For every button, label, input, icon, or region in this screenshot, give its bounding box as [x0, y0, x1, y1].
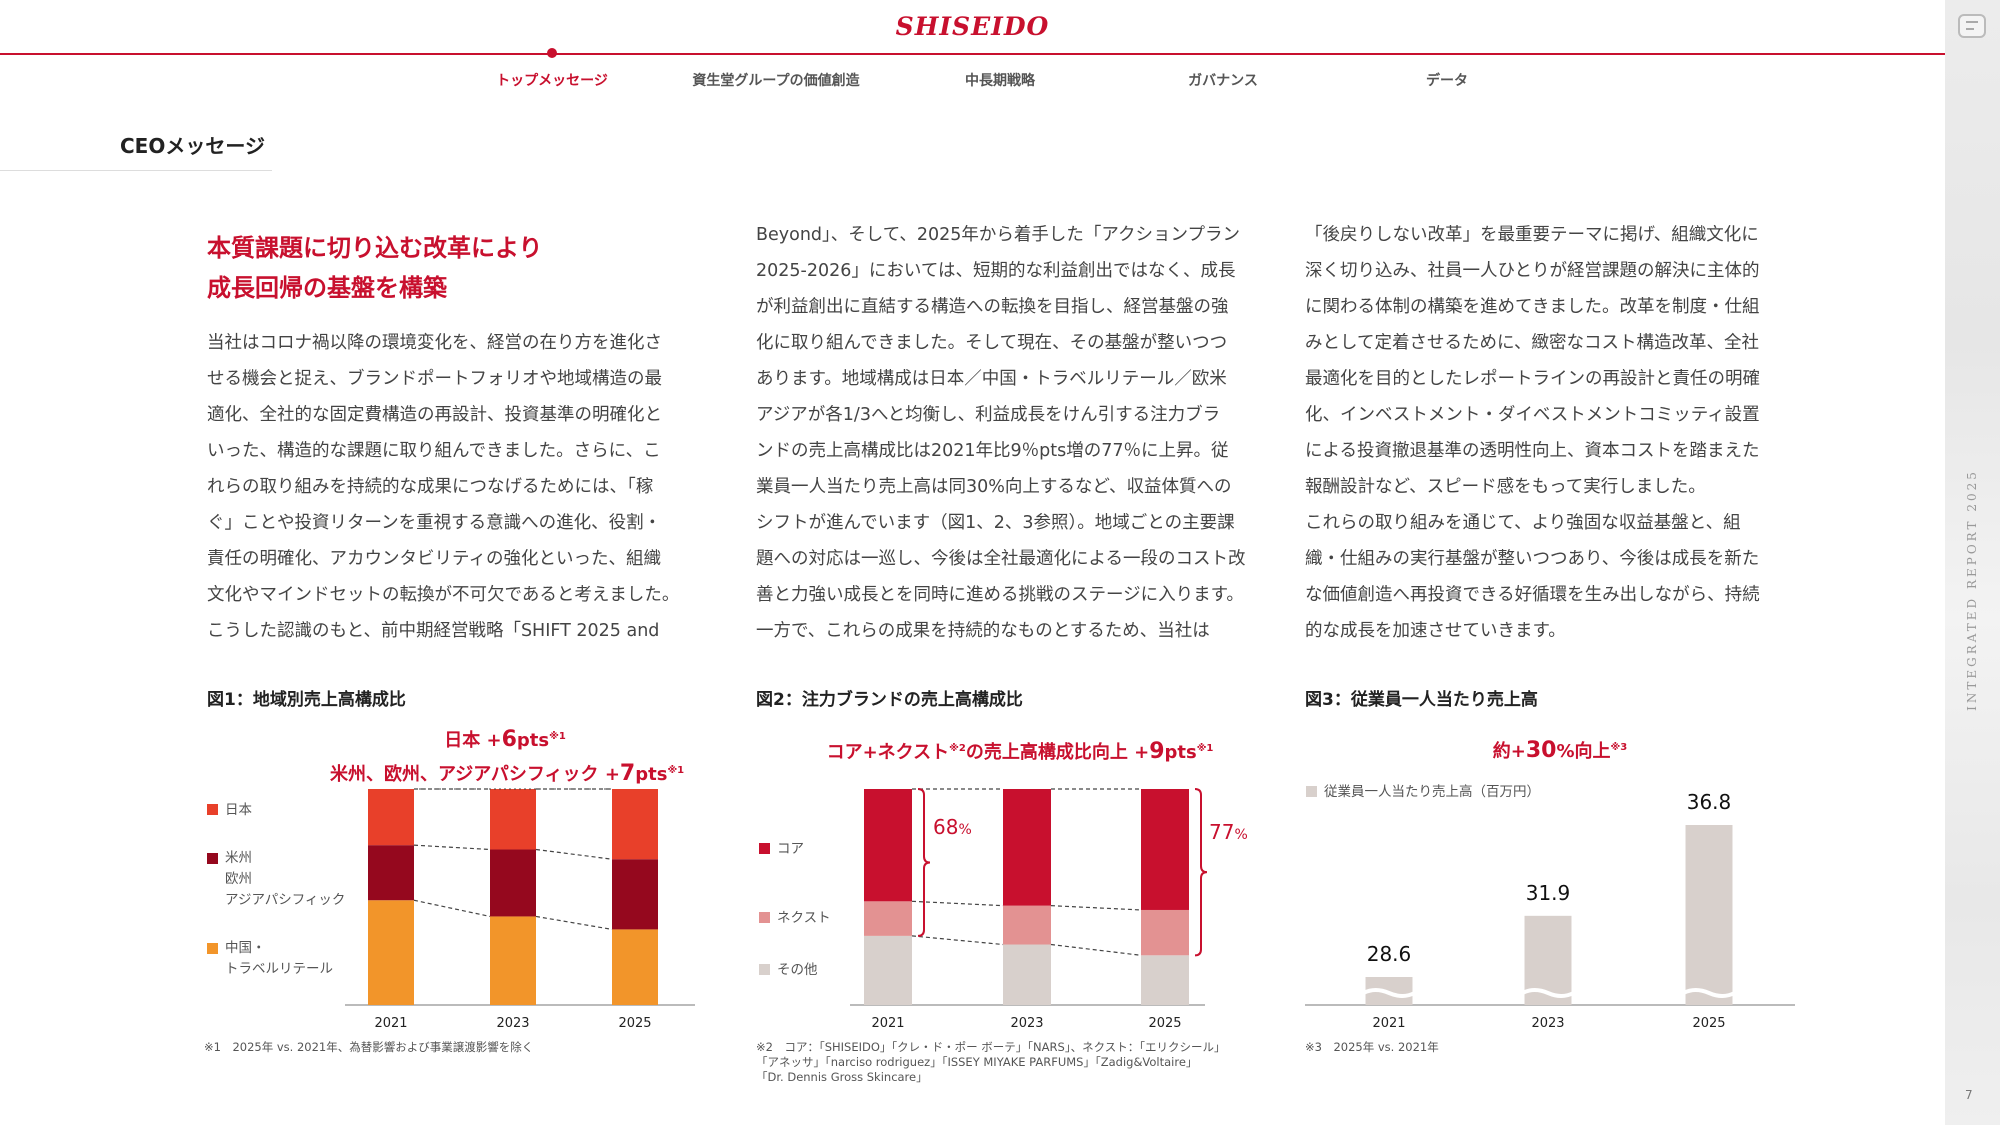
fig1-legend-americas-europe-apac: 米州 欧州 アジアパシフィック: [207, 848, 345, 911]
right-side-band: [1945, 0, 2000, 1125]
fig3-value-label-2023: 31.9: [1526, 881, 1571, 905]
fig2-title: 図2：注力ブランドの売上高構成比: [756, 690, 1023, 710]
fig1-callout: 日本 +6pts※1 米州、欧州、アジアパシフィック +7pts※1: [330, 727, 685, 786]
fig1-bar-2021-s0: [368, 900, 414, 1005]
fig3-xtick-2023: 2023: [1531, 1016, 1564, 1031]
fig2-2021-focus-share-label: 68%: [933, 815, 972, 839]
section-divider: [0, 170, 272, 171]
fig2-xtick-2023: 2023: [1010, 1016, 1043, 1031]
fig2-bar-2025-s2: [1141, 789, 1189, 910]
fig1-connector: [413, 899, 491, 918]
fig2-footnote: ※2 コア：「SHISEIDO」「クレ・ド・ポー ボーテ」「NARS」、ネクスト…: [756, 1040, 1226, 1084]
fig1-bar-2025-s1: [612, 859, 658, 930]
legend-swatch: [759, 912, 770, 923]
fig1-bar-2023-s2: [490, 789, 536, 850]
fig1-connector: [413, 844, 491, 851]
fig3-axis-break-2025: [1682, 988, 1736, 998]
fig1-legend-japan: 日本: [207, 800, 252, 821]
fig3-bar-2025: [1685, 825, 1733, 1005]
fig2-2025-focus-share-label: 77%: [1209, 820, 1248, 844]
shiseido-logo[interactable]: SHISEIDO: [895, 12, 1050, 41]
fig2-xtick-2025: 2025: [1148, 1016, 1181, 1031]
fig3-footnote: ※3 2025年 vs. 2021年: [1305, 1040, 1439, 1054]
active-nav-indicator: [547, 48, 557, 58]
fig2-connector: [1050, 943, 1142, 956]
fig1-connector: [535, 848, 613, 860]
header-divider: [0, 53, 1945, 55]
fig2-connector: [1050, 905, 1142, 911]
fig2-bar-2025-s0: [1141, 955, 1189, 1005]
fig2-bar-2021-s0: [864, 935, 912, 1005]
nav-top-message[interactable]: トップメッセージ: [496, 73, 608, 89]
nav-governance[interactable]: ガバナンス: [1188, 73, 1258, 89]
fig2-connector: [911, 935, 1004, 946]
legend-swatch: [759, 964, 770, 975]
fig3-value-label-2021: 28.6: [1367, 942, 1412, 966]
fig3-axis-break-2023: [1521, 988, 1575, 998]
fig1-xtick-2023: 2023: [496, 1016, 529, 1031]
nav-mid-long-term-strategy[interactable]: 中長期戦略: [965, 73, 1035, 89]
fig2-bar-2023-s1: [1003, 905, 1051, 945]
legend-swatch: [207, 804, 218, 815]
fig2-legend-next: ネクスト: [759, 908, 831, 929]
body-column-2: Beyond」、そして、2025年から着手した「アクションプラン 2025-202…: [756, 225, 1246, 641]
fig3-callout: 約+30%向上※3: [1492, 738, 1628, 763]
legend-swatch: [759, 843, 770, 854]
fig1-bar-2025-s2: [612, 789, 658, 860]
fig2-bar-2025-s1: [1141, 909, 1189, 956]
fig3-value-label-2025: 36.8: [1687, 790, 1732, 814]
nav-value-creation[interactable]: 資生堂グループの価値創造: [692, 73, 860, 89]
body-column-3: 「後戻りしない改革」を最重要テーマに掲げ、組織文化に 深く切り込み、社員一人ひとり…: [1305, 225, 1760, 641]
fig1-footnote: ※1 2025年 vs. 2021年、為替影響および事業譲渡影響を除く: [204, 1040, 534, 1054]
fig1-xtick-2021: 2021: [374, 1016, 407, 1031]
body-column-1: 当社はコロナ禍以降の環境変化を、経営の在り方を進化さ せる機会と捉え、ブランドポー…: [207, 333, 680, 641]
fig2-bar-2023-s0: [1003, 944, 1051, 1005]
headline: 本質課題に切り込む改革により 成長回帰の基盤を構築: [207, 234, 543, 302]
fig1-xtick-2025: 2025: [618, 1016, 651, 1031]
fig3-title: 図3：従業員一人当たり売上高: [1305, 690, 1538, 710]
fig3-axis-break-2021: [1362, 988, 1416, 998]
fig1-title: 図1：地域別売上高構成比: [207, 690, 406, 710]
fig2-connector: [911, 900, 1004, 907]
fig2-brace-2025: [1194, 788, 1208, 957]
fig2-callout: コア+ネクスト※2の売上高構成比向上 +9pts※1: [826, 739, 1214, 764]
fig2-legend-core: コア: [759, 839, 804, 860]
fig3-xtick-2021: 2021: [1372, 1016, 1405, 1031]
menu-icon[interactable]: [1958, 14, 1986, 38]
fig1-legend-china-travel-retail: 中国・ トラベルリテール: [207, 938, 333, 980]
fig1-bar-2021-s2: [368, 789, 414, 846]
section-title: CEOメッセージ: [120, 134, 265, 158]
fig1-connector: [535, 915, 613, 930]
legend-swatch: [207, 943, 218, 954]
fig2-bar-2021-s2: [864, 789, 912, 902]
fig2-bar-2021-s1: [864, 901, 912, 936]
fig3-legend: 従業員一人当たり売上高（百万円）: [1306, 782, 1540, 803]
fig1-bar-2021-s1: [368, 845, 414, 901]
fig2-brace-2021: [917, 788, 931, 937]
page-number: 7: [1965, 1088, 1973, 1102]
fig2-xtick-2021: 2021: [871, 1016, 904, 1031]
fig3-xtick-2025: 2025: [1692, 1016, 1725, 1031]
fig2-legend-other: その他: [759, 960, 818, 981]
nav-data[interactable]: データ: [1426, 73, 1468, 89]
fig1-bar-2025-s0: [612, 929, 658, 1005]
fig2-bar-2023-s2: [1003, 789, 1051, 906]
legend-swatch: [1306, 786, 1317, 797]
fig1-bar-2023-s0: [490, 916, 536, 1005]
legend-swatch: [207, 853, 218, 864]
fig1-bar-2023-s1: [490, 849, 536, 917]
